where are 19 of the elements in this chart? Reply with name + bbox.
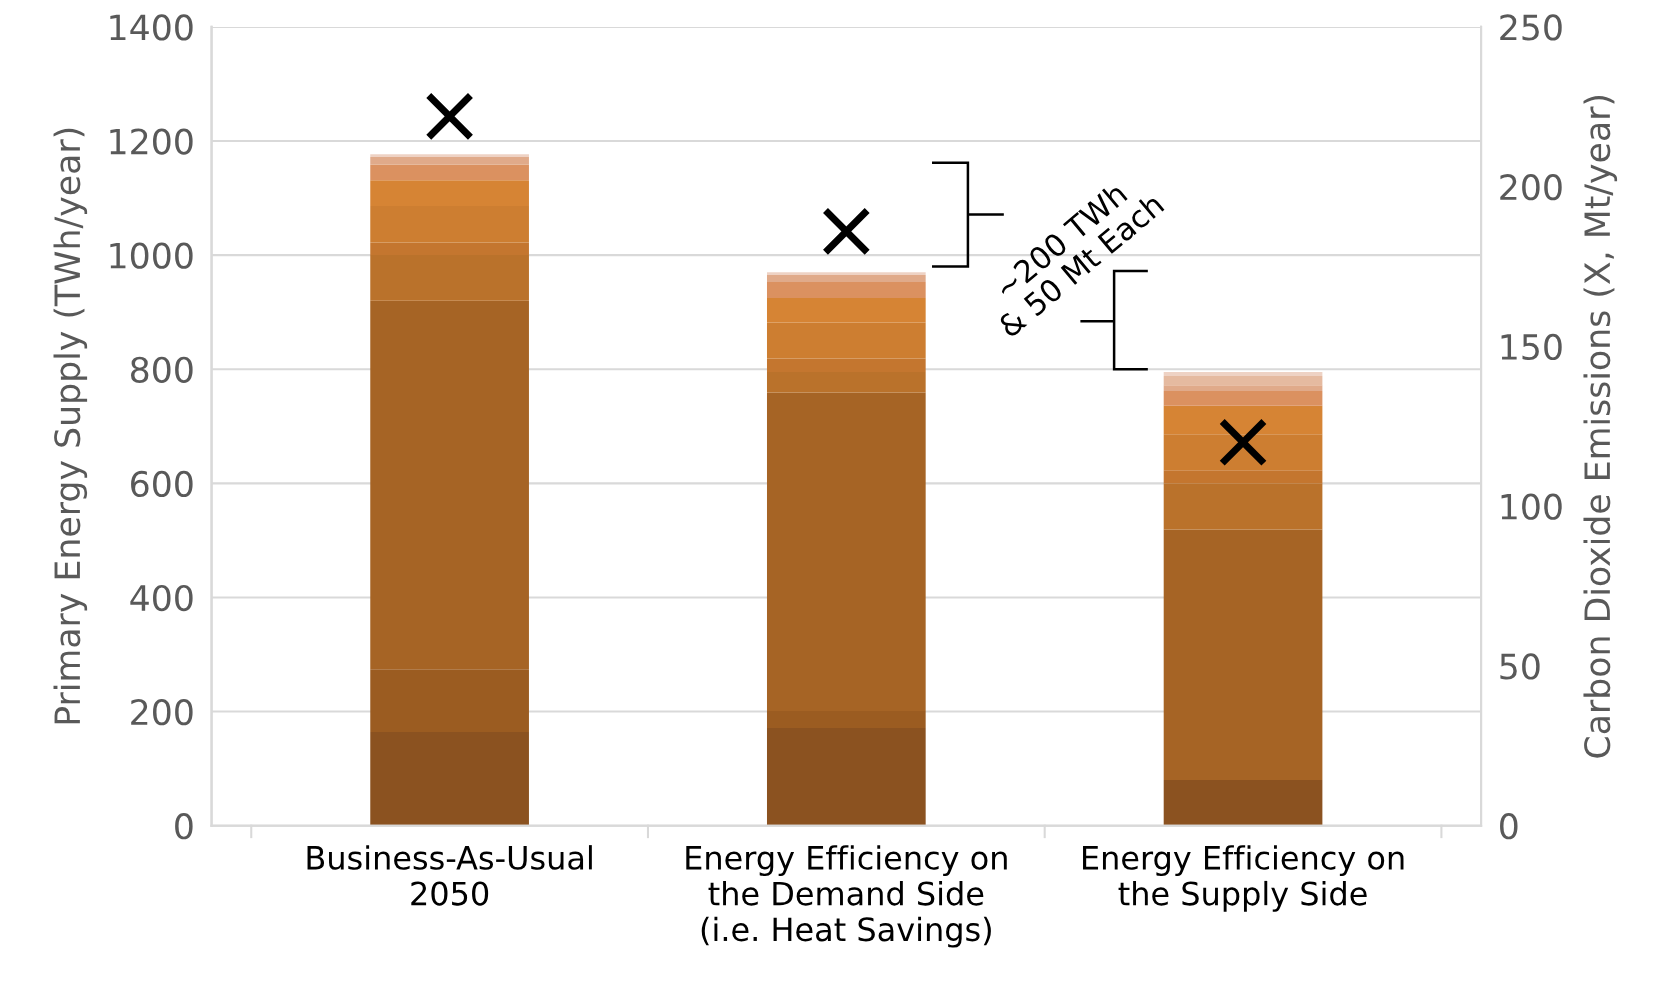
y2-tick-label: 0 <box>1500 813 1518 840</box>
y2-tick-label: 250 <box>1500 14 1562 41</box>
y-tick-label: 0 <box>175 813 193 840</box>
x-tick-label: Business-As-Usual 2050 <box>307 845 592 906</box>
y-tick-label: 200 <box>131 698 193 726</box>
y-tick-label: 400 <box>130 584 193 612</box>
y2-tick-label: 100 <box>1501 493 1562 520</box>
y-tick-label: 1000 <box>110 242 193 269</box>
y-tick-label: 1400 <box>110 14 193 41</box>
y2-tick-label: 200 <box>1500 174 1562 201</box>
y-tick-label: 800 <box>130 356 193 383</box>
x-tick-label: Energy Efficiency on the Demand Side (i.e. Heat Savings) <box>686 845 1007 948</box>
y2-tick-label: 150 <box>1501 333 1562 361</box>
y-tick-label: 1200 <box>110 128 193 155</box>
x-tick-label: Energy Efficiency on the Supply Side <box>1083 845 1404 912</box>
y-tick-label: 600 <box>131 470 193 498</box>
y2-axis-title: Carbon Dioxide Emissions (X, Mt/year) <box>1583 95 1618 758</box>
y2-tick-label: 50 <box>1500 653 1540 680</box>
y-axis-title: Primary Energy Supply (TWh/year) <box>53 128 88 724</box>
